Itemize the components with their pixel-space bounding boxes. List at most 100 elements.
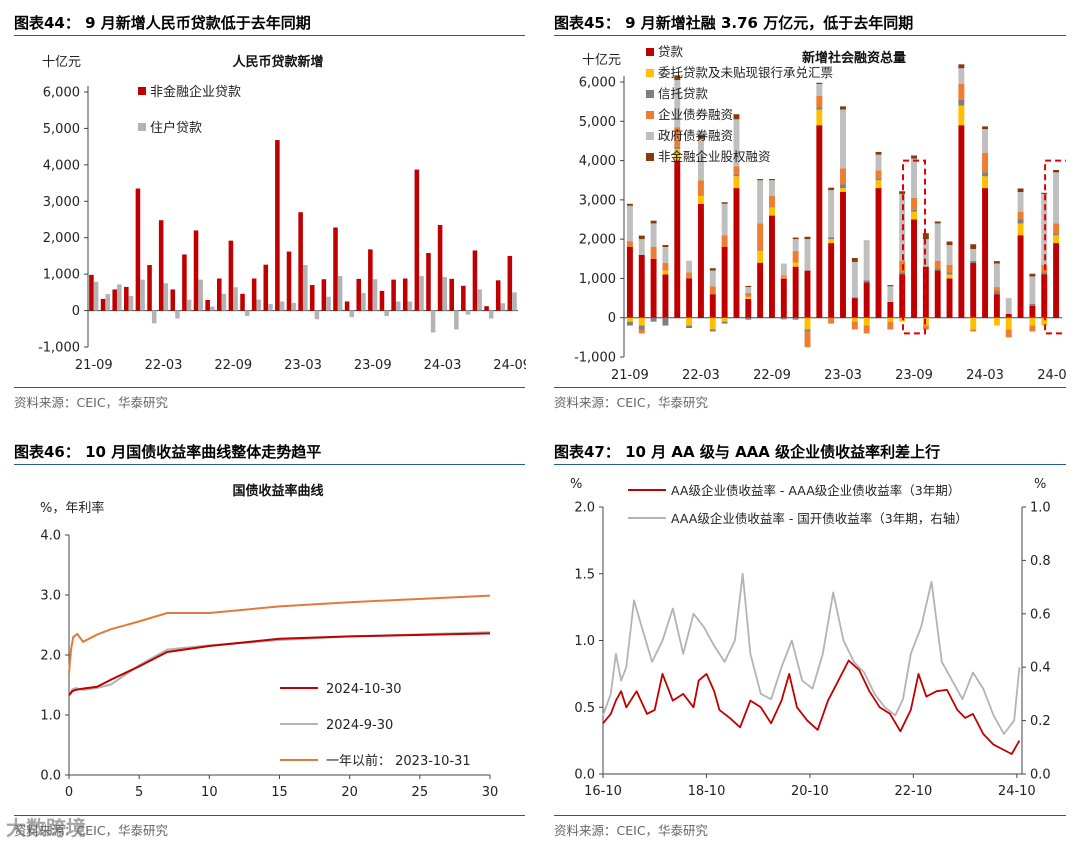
chart45-bar-segment — [1041, 272, 1048, 275]
chart45-bar-segment — [733, 119, 740, 167]
chart45-bar-segment — [1017, 188, 1024, 192]
chart45-bar-segment — [662, 245, 669, 247]
chart45-bar-segment — [970, 262, 977, 318]
chart44-bar — [484, 306, 489, 311]
chart45-bar-segment — [638, 239, 645, 255]
chart45-ytick-label: 4,000 — [579, 154, 616, 169]
chart45-bar-segment — [816, 82, 823, 84]
chart44-bar — [128, 296, 134, 311]
chart45-bar-segment — [946, 278, 953, 318]
chart44-xtick-label: 23-09 — [354, 358, 392, 373]
chart46-plot-title: 国债收益率曲线 — [232, 483, 323, 499]
chart45-bar-segment — [697, 195, 704, 204]
chart45-highlight-box — [1044, 159, 1066, 335]
chart45-bar-segment — [626, 203, 633, 206]
chart44-bar — [309, 285, 315, 311]
chart44-legend-label: 住户贷款 — [150, 120, 202, 136]
chart44-bar — [117, 284, 122, 311]
chart45-bar-segment — [804, 317, 811, 330]
chart44-bar — [240, 293, 245, 311]
chart45-bar-segment — [686, 278, 693, 318]
chart45-bar-segment — [887, 285, 894, 287]
chart45-bar-segment — [851, 298, 858, 318]
chart45-bar-segment — [709, 317, 716, 330]
chart44-xtick-label: 24-03 — [424, 358, 462, 373]
chart45-bar-segment — [1053, 223, 1060, 234]
chart45-source: 资料来源：CEIC，华泰研究 — [554, 395, 709, 410]
chart46-y-unit-label: %，年利率 — [40, 500, 104, 516]
chart44-ytick-label: 6,000 — [43, 86, 80, 101]
chart45-bar-segment — [1005, 317, 1012, 330]
chart44-bar — [437, 224, 443, 311]
chart47-right-tick-label: 0.2 — [1030, 714, 1051, 729]
chart45-bar-segment — [946, 274, 953, 279]
chart44-bar — [198, 279, 203, 311]
chart45-bar-segment — [946, 264, 953, 273]
chart45-bar-segment — [934, 223, 941, 261]
chart44-bar — [105, 294, 110, 311]
chart45-bar-segment — [816, 107, 823, 110]
chart45-legend-swatch — [646, 48, 654, 56]
chart45-bar-segment — [1053, 170, 1060, 173]
chart45-bar-segment — [674, 127, 681, 147]
chart45-bar-segment — [662, 274, 669, 318]
chart45-bar-segment — [769, 207, 775, 216]
chart45-bar-segment — [934, 260, 941, 269]
chart45-bar-segment — [697, 135, 704, 139]
chart45-ytick-label: 3,000 — [579, 193, 616, 208]
chart44-ytick-label: 1,000 — [43, 268, 80, 283]
chart45-bar-segment — [745, 292, 752, 297]
chart44-bar — [356, 278, 362, 311]
chart45-bar-segment — [982, 152, 989, 173]
chart44-legend-swatch — [138, 123, 146, 131]
chart44-source-rule — [14, 387, 525, 388]
chart44-xtick-label: 22-03 — [145, 358, 183, 373]
chart46-xtick-label: 30 — [482, 785, 499, 800]
chart44-bar — [228, 240, 234, 311]
chart44-xtick-label: 24-09 — [493, 358, 526, 373]
chart45-highlight-box — [902, 159, 927, 335]
chart45-bar-segment — [840, 109, 846, 169]
chart45-bar-segment — [674, 75, 681, 81]
chart45-social-financing-bar-chart: 十亿元 新增社会融资总量 -1,000 0 1,000 2,000 3,000 4,000 5,… — [574, 44, 1066, 383]
chart47-title: 图表47： 10 月 AA 级与 AAA 级企业债收益率利差上行 — [554, 443, 941, 461]
chart45-bar-segment — [934, 270, 941, 318]
chart44-bar — [263, 264, 269, 311]
chart44-bar — [186, 299, 192, 311]
chart44-bar — [256, 299, 262, 311]
chart45-bar-segment — [709, 270, 716, 287]
chart45-bar-segment — [970, 317, 977, 330]
chart44-bar — [472, 250, 478, 311]
chart45-bar-segment — [899, 272, 906, 275]
chart44-bar — [291, 302, 296, 311]
chart45-bar-segment — [816, 125, 823, 318]
chart45-bar-segment — [993, 287, 1000, 291]
chart47-source: 资料来源：CEIC，华泰研究 — [554, 823, 709, 838]
chart45-bar-segment — [840, 184, 846, 189]
chart44-bar — [337, 275, 343, 311]
chart44-title-rule — [14, 35, 525, 36]
chart45-bar-segment — [686, 272, 693, 279]
chart44-bar — [233, 287, 238, 311]
chart44-bar — [461, 285, 466, 311]
chart45-bar-segment — [887, 317, 894, 322]
chart45-xtick-label: 23-09 — [895, 368, 933, 383]
chart47-right-tick-label: 0.8 — [1030, 554, 1051, 569]
chart45-bar-segment — [733, 188, 740, 318]
chart45-bar-segment — [1053, 233, 1060, 236]
chart44-bar — [303, 265, 308, 311]
chart45-bar-segment — [1029, 325, 1036, 332]
chart45-bar-segment — [851, 258, 858, 262]
chart45-bar-segment — [804, 329, 811, 332]
chart45-bar-segment — [769, 195, 775, 208]
chart45-bar-segment — [946, 241, 953, 246]
chart45-bar-segment — [828, 239, 835, 244]
chart45-bar-segment — [863, 241, 870, 281]
chart45-bar-segment — [662, 262, 669, 271]
chart45-bar-segment — [780, 263, 787, 276]
chart44-bar — [349, 310, 355, 318]
chart45-bar-segment — [757, 262, 764, 318]
chart44-legend-swatch — [138, 87, 146, 95]
chart45-bar-segment — [721, 203, 728, 236]
chart46-series-line — [68, 594, 491, 674]
